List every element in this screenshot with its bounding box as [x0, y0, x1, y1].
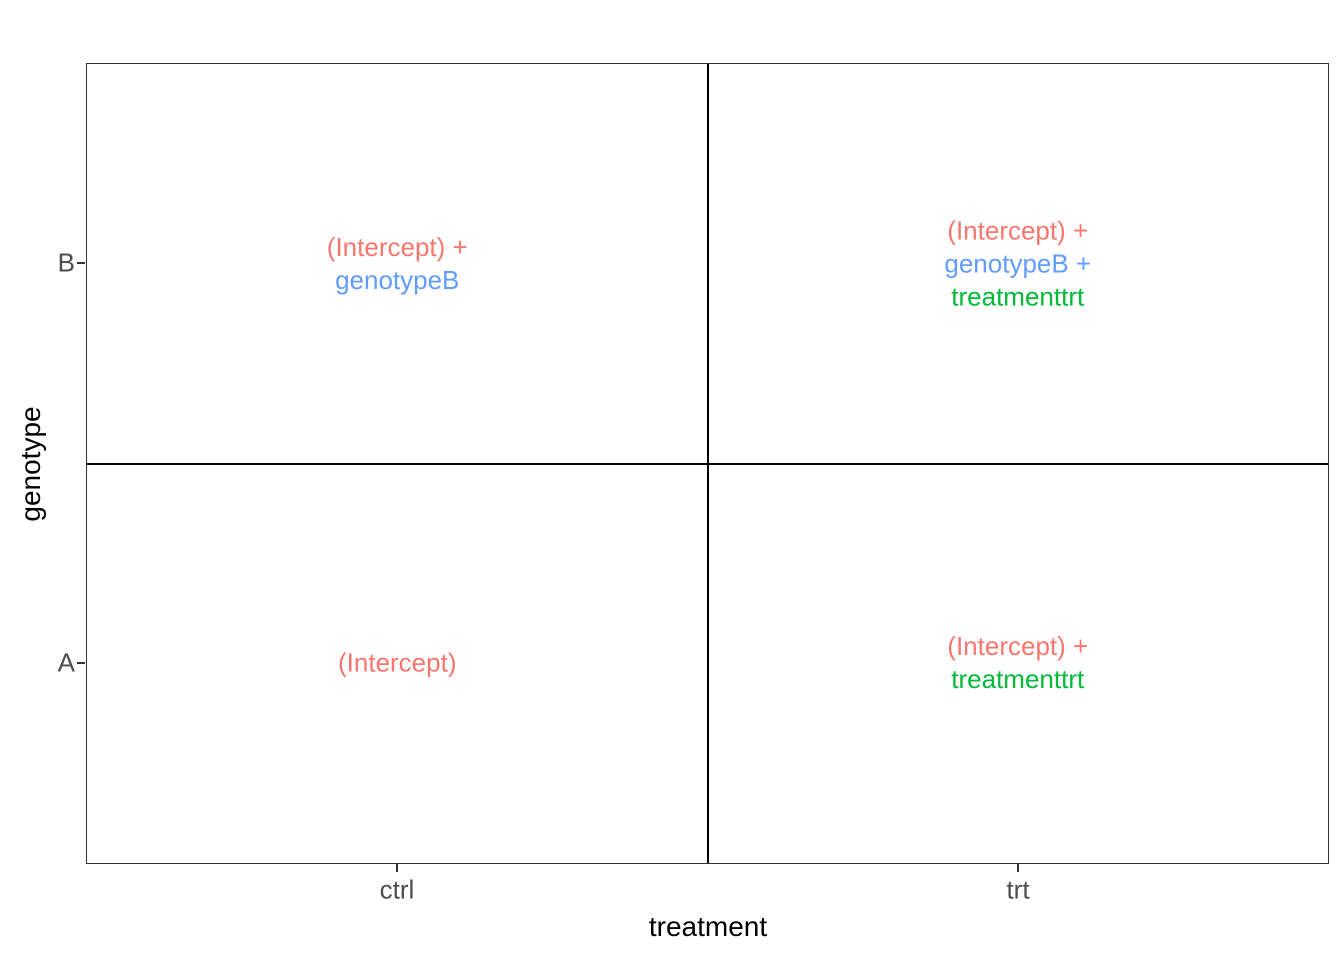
cell-genotypeA-trt: (Intercept) + treatmenttrt [947, 630, 1088, 696]
x-tick-mark-trt [1017, 864, 1019, 872]
x-tick-label-trt: trt [1006, 874, 1030, 905]
model-term: (Intercept) + [947, 631, 1089, 662]
y-tick-label-B: B [57, 247, 75, 278]
y-tick-label-A: A [57, 647, 75, 678]
y-axis-title: genotype [15, 406, 46, 522]
y-tick-mark-A [77, 662, 85, 664]
x-axis-title: treatment [648, 911, 768, 942]
horizontal-divider-line [87, 462, 1328, 465]
cell-genotypeB-ctrl: (Intercept) + genotypeB [327, 231, 468, 297]
model-term: (Intercept) + [947, 215, 1089, 246]
model-term: (Intercept) + [326, 231, 468, 262]
model-term: (Intercept) [338, 647, 457, 678]
y-tick-mark-B [77, 262, 85, 264]
model-term: genotypeB + [944, 248, 1092, 279]
model-term: genotypeB [335, 264, 460, 295]
model-term: treatmenttrt [951, 664, 1085, 695]
cell-genotypeA-ctrl: (Intercept) [338, 647, 457, 680]
x-tick-label-ctrl: ctrl [379, 874, 415, 905]
plot-panel: (Intercept) + genotypeB (Intercept) + ge… [86, 63, 1329, 864]
model-term: treatmenttrt [951, 281, 1085, 312]
cell-genotypeB-trt: (Intercept) + genotypeB + treatmenttrt [944, 214, 1091, 313]
x-tick-mark-ctrl [396, 864, 398, 872]
